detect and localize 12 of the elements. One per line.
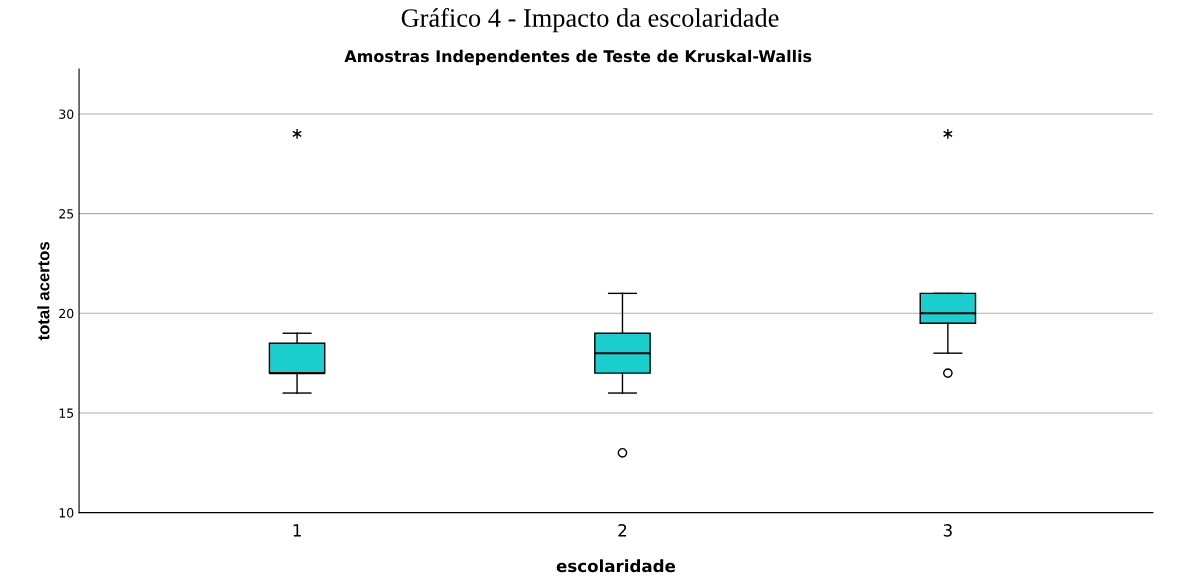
y-axis-title: total acertos — [37, 242, 50, 341]
chart-subtitle: Amostras Independentes de Teste de Kruskal-Wallis — [344, 49, 812, 66]
chart-title: Gráfico 4 - Impacto da escolaridade — [401, 8, 779, 33]
y-tick-label: 10 — [59, 508, 74, 518]
x-tick-label: 1 — [293, 524, 301, 537]
x-tick-label: 2 — [618, 524, 627, 537]
x-tick-label: 3 — [943, 524, 952, 537]
y-tick-label: 15 — [59, 408, 74, 418]
x-axis-title: escolaridade — [556, 559, 676, 573]
y-tick-label: 25 — [59, 209, 74, 219]
y-tick-label: 30 — [59, 109, 74, 119]
y-tick-label: 20 — [59, 308, 74, 319]
